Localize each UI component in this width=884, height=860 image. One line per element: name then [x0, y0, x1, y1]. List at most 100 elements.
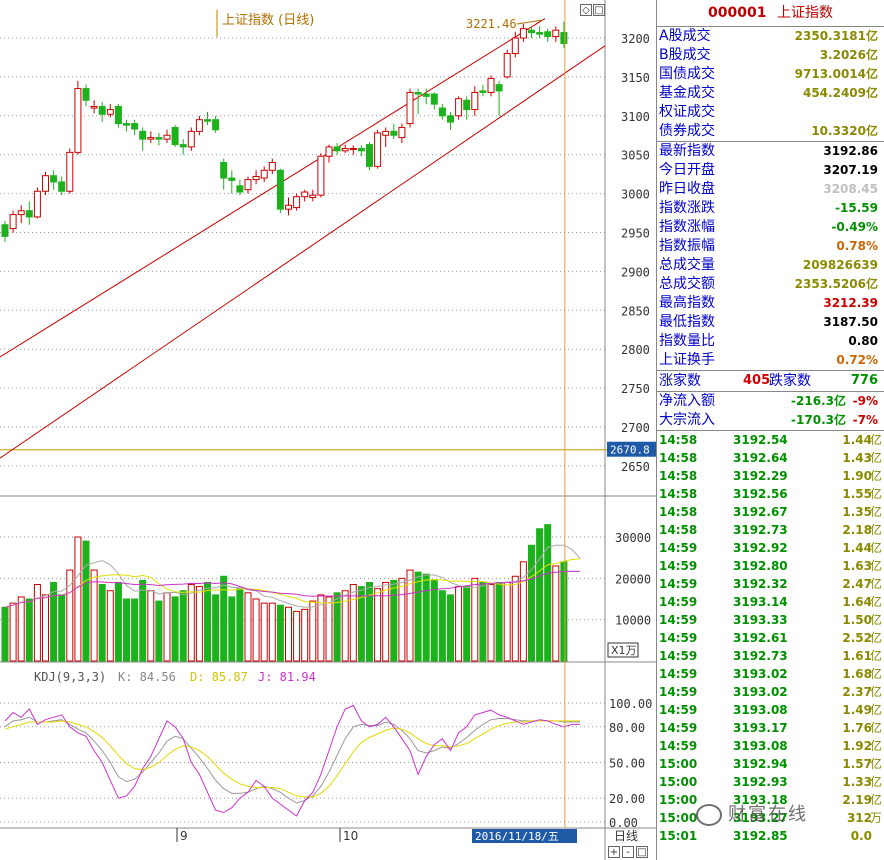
tick-time: 14:59	[659, 721, 698, 735]
tick-unit: 亿	[869, 451, 882, 465]
restore-button[interactable]: □	[593, 4, 605, 16]
tick-price: 3193.27	[733, 811, 788, 825]
tick-list[interactable]: 14:58 3192.54 1.44 亿 14:58 3192.64 1.43 亿 14:58 3…	[657, 431, 884, 845]
tick-unit: 亿	[869, 631, 882, 645]
tick-time: 14:59	[659, 703, 698, 717]
tick-volume: 1.33	[842, 775, 872, 789]
stat-label: 总成交量	[659, 257, 715, 273]
candle-body	[163, 134, 171, 140]
volume-bar	[220, 575, 228, 662]
tick-volume: 1.49	[842, 703, 872, 717]
candle-body	[204, 119, 211, 122]
stat-label: B股成交	[659, 47, 711, 63]
stat-label: 最低指数	[659, 314, 715, 330]
stat-row: 基金成交 454.2409亿	[657, 84, 884, 103]
volume-bar	[285, 606, 292, 662]
volume-bar	[317, 594, 325, 662]
tick-price: 3192.54	[733, 433, 788, 447]
volume-bar	[357, 586, 365, 662]
stat-row: 最高指数 3212.39	[657, 294, 884, 313]
tick-time: 14:59	[659, 595, 698, 609]
candle-body	[422, 93, 430, 97]
tick-price: 3193.08	[733, 739, 788, 753]
volume-bar	[471, 577, 479, 662]
volume-bar	[519, 561, 527, 662]
volume-bar	[528, 544, 535, 662]
tick-price: 3192.94	[733, 757, 788, 771]
tick-volume: 1.61	[842, 649, 872, 663]
volume-bar	[163, 592, 171, 662]
candle-body	[341, 147, 349, 152]
stat-value: 3208.45	[823, 182, 878, 196]
tick-row: 14:59 3193.14 1.64 亿	[657, 593, 884, 611]
tick-row: 14:59 3192.61 2.52 亿	[657, 629, 884, 647]
stat-label: 权证成交	[659, 104, 715, 120]
toggle-panel-button[interactable]: □	[636, 846, 648, 858]
zoom-out-button[interactable]: -	[622, 846, 634, 858]
volume-bar	[503, 581, 511, 662]
candle-body	[139, 130, 147, 140]
volume-bar	[552, 565, 560, 662]
tick-price: 3192.73	[733, 523, 788, 537]
tick-time: 15:00	[659, 775, 698, 789]
volume-bar	[406, 569, 414, 662]
volume-bar	[114, 581, 122, 662]
zoom-in-button[interactable]: +	[608, 846, 620, 858]
volume-unit-label: X1万	[611, 644, 637, 657]
stat-row: 上证换手 0.72%	[657, 351, 884, 370]
stock-name: 上证指数	[776, 5, 833, 21]
index-stats-section: 最新指数 3192.86 今日开盘 3207.19 昨日收盘 3208.45 指数涨跌 -15…	[657, 142, 884, 371]
stat-label: 指数涨幅	[659, 219, 715, 235]
stat-label: 基金成交	[659, 85, 715, 101]
volume-axis-label: 20000	[615, 572, 651, 586]
candle-body	[536, 32, 544, 35]
flow-value: -216.3亿	[791, 394, 846, 408]
tick-price: 3192.64	[733, 451, 788, 465]
volume-bar	[479, 581, 487, 662]
tick-time: 15:00	[659, 793, 698, 807]
volume-bar	[42, 594, 49, 662]
volume-ma20-line	[4, 570, 581, 608]
volume-bar	[366, 581, 373, 662]
tick-row: 14:59 3193.17 1.76 亿	[657, 719, 884, 737]
tick-row: 14:58 3192.29 1.90 亿	[657, 467, 884, 485]
volume-bar	[341, 590, 349, 662]
tick-volume: 2.52	[842, 631, 872, 645]
price-axis-label: 2750	[621, 382, 650, 396]
tick-row: 14:59 3193.08 1.92 亿	[657, 737, 884, 755]
volume-bar	[382, 581, 390, 662]
tick-volume: 1.90	[842, 469, 872, 483]
kline-chart-area[interactable]: 3200 3150 3100 3050 3000 2950 2900 2850 2800 2750…	[0, 0, 656, 860]
tick-price: 3192.85	[733, 829, 788, 843]
candle-body	[503, 53, 511, 78]
volume-bar	[139, 579, 147, 662]
kdj-j-line	[4, 704, 581, 817]
volume-bar	[33, 584, 41, 662]
volume-bar	[187, 584, 195, 662]
stat-row: 今日开盘 3207.19	[657, 161, 884, 180]
tick-price: 3192.92	[733, 541, 788, 555]
tick-time: 14:59	[659, 667, 698, 681]
tick-unit: 亿	[869, 487, 882, 501]
stat-row: 指数涨幅 -0.49%	[657, 218, 884, 237]
volume-bar	[66, 569, 74, 662]
stat-value: 3212.39	[823, 296, 878, 310]
volume-bar	[447, 594, 454, 662]
diamond-icon[interactable]: ◇	[580, 4, 592, 16]
tick-unit: 亿	[869, 757, 882, 771]
tick-time: 14:59	[659, 631, 698, 645]
stat-value: 3192.86	[823, 144, 878, 158]
tick-time: 14:59	[659, 613, 698, 627]
volume-bar	[309, 600, 317, 662]
flow-value: -170.3亿	[791, 413, 846, 427]
tick-price: 3193.02	[733, 685, 788, 699]
tick-unit: 亿	[869, 505, 882, 519]
volume-bar	[560, 561, 568, 662]
stat-label: 指数振幅	[659, 238, 715, 254]
stock-code: 000001	[708, 5, 767, 21]
stat-value: 0.80	[848, 334, 878, 348]
tick-unit: 亿	[869, 523, 882, 537]
candle-body	[25, 210, 33, 218]
volume-bar	[349, 584, 357, 662]
candle-body	[50, 175, 58, 183]
